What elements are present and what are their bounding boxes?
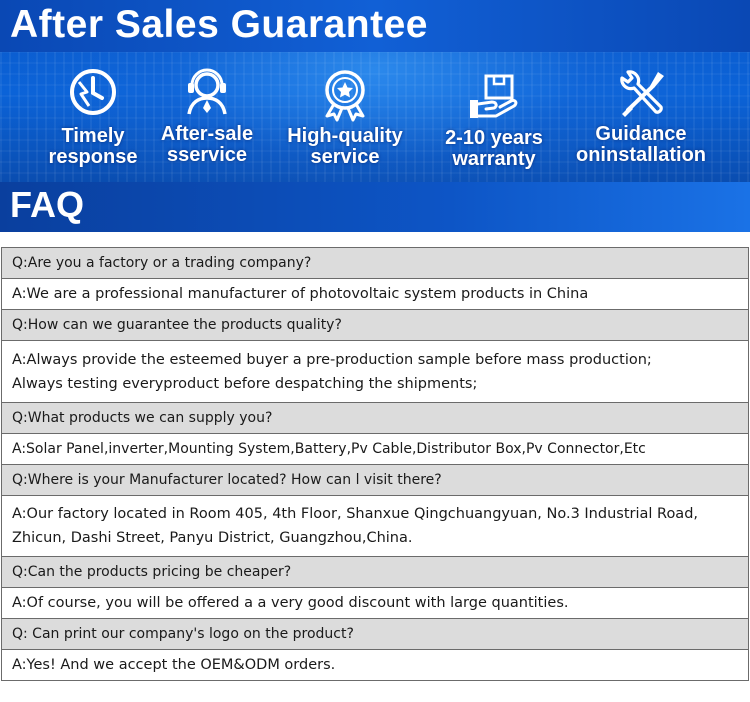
page-title: After Sales Guarantee	[10, 3, 429, 46]
faq-question: Q:Are you a factory or a trading company…	[2, 248, 748, 279]
title-strip: After Sales Guarantee	[0, 0, 750, 52]
quality-badge-icon	[325, 70, 365, 122]
feature-guidance-installation: Guidance oninstallation	[572, 66, 710, 166]
faq-question: Q:What products we can supply you?	[2, 403, 748, 434]
feature-label: 2-10 years warranty	[445, 127, 543, 170]
warranty-box-icon	[470, 74, 518, 118]
faq-strip: FAQ	[0, 182, 750, 232]
faq-answer: A:Solar Panel,inverter,Mounting System,B…	[2, 434, 748, 465]
faq-answer-line: A:Yes! And we accept the OEM&ODM orders.	[12, 657, 336, 673]
faq-answer-line: A:Our factory located in Room 405, 4th F…	[12, 506, 699, 522]
faq-answer-line: Always testing everyproduct before despa…	[12, 375, 478, 392]
faq-answer: A:Yes! And we accept the OEM&ODM orders.	[2, 650, 748, 681]
faq-answer: A:Our factory located in Room 405, 4th F…	[2, 496, 748, 557]
feature-label: Guidance oninstallation	[576, 123, 706, 166]
feature-after-sale-service: After-sale sservice	[152, 66, 262, 166]
feature-high-quality-service: High-quality service	[278, 66, 412, 168]
faq-question: Q:How can we guarantee the products qual…	[2, 310, 748, 341]
feature-timely-response: Timely response	[38, 66, 148, 168]
after-sales-banner: After Sales Guarantee Timely response Af…	[0, 0, 750, 232]
feature-label: After-sale sservice	[160, 123, 254, 166]
faq-question: Q:Can the products pricing be cheaper?	[2, 557, 748, 588]
faq-table: Q:Are you a factory or a trading company…	[1, 247, 749, 681]
customer-service-icon	[187, 68, 227, 115]
faq-answer: A:Of course, you will be offered a a ver…	[2, 588, 748, 619]
faq-answer-line: A:Solar Panel,inverter,Mounting System,B…	[12, 441, 646, 457]
faq-answer-line: A:Of course, you will be offered a a ver…	[12, 595, 569, 611]
faq-answer-line: Zhicun, Dashi Street, Panyu District, Gu…	[12, 530, 413, 546]
faq-question: Q: Can print our company's logo on the p…	[2, 619, 748, 650]
feature-label: High-quality service	[287, 125, 403, 168]
feature-label: Timely response	[48, 125, 138, 168]
faq-answer: A:Always provide the esteemed buyer a pr…	[2, 341, 748, 403]
faq-answer: A:We are a professional manufacturer of …	[2, 279, 748, 310]
clock-lightning-icon	[70, 69, 116, 115]
faq-title: FAQ	[10, 184, 85, 225]
features-row: Timely response After-sale sservice	[0, 60, 750, 180]
faq-answer-line: A:Always provide the esteemed buyer a pr…	[12, 351, 652, 368]
wrench-screwdriver-icon	[620, 70, 664, 117]
faq-question: Q:Where is your Manufacturer located? Ho…	[2, 465, 748, 496]
feature-warranty: 2-10 years warranty	[434, 72, 554, 170]
faq-answer-line: A:We are a professional manufacturer of …	[12, 286, 589, 302]
